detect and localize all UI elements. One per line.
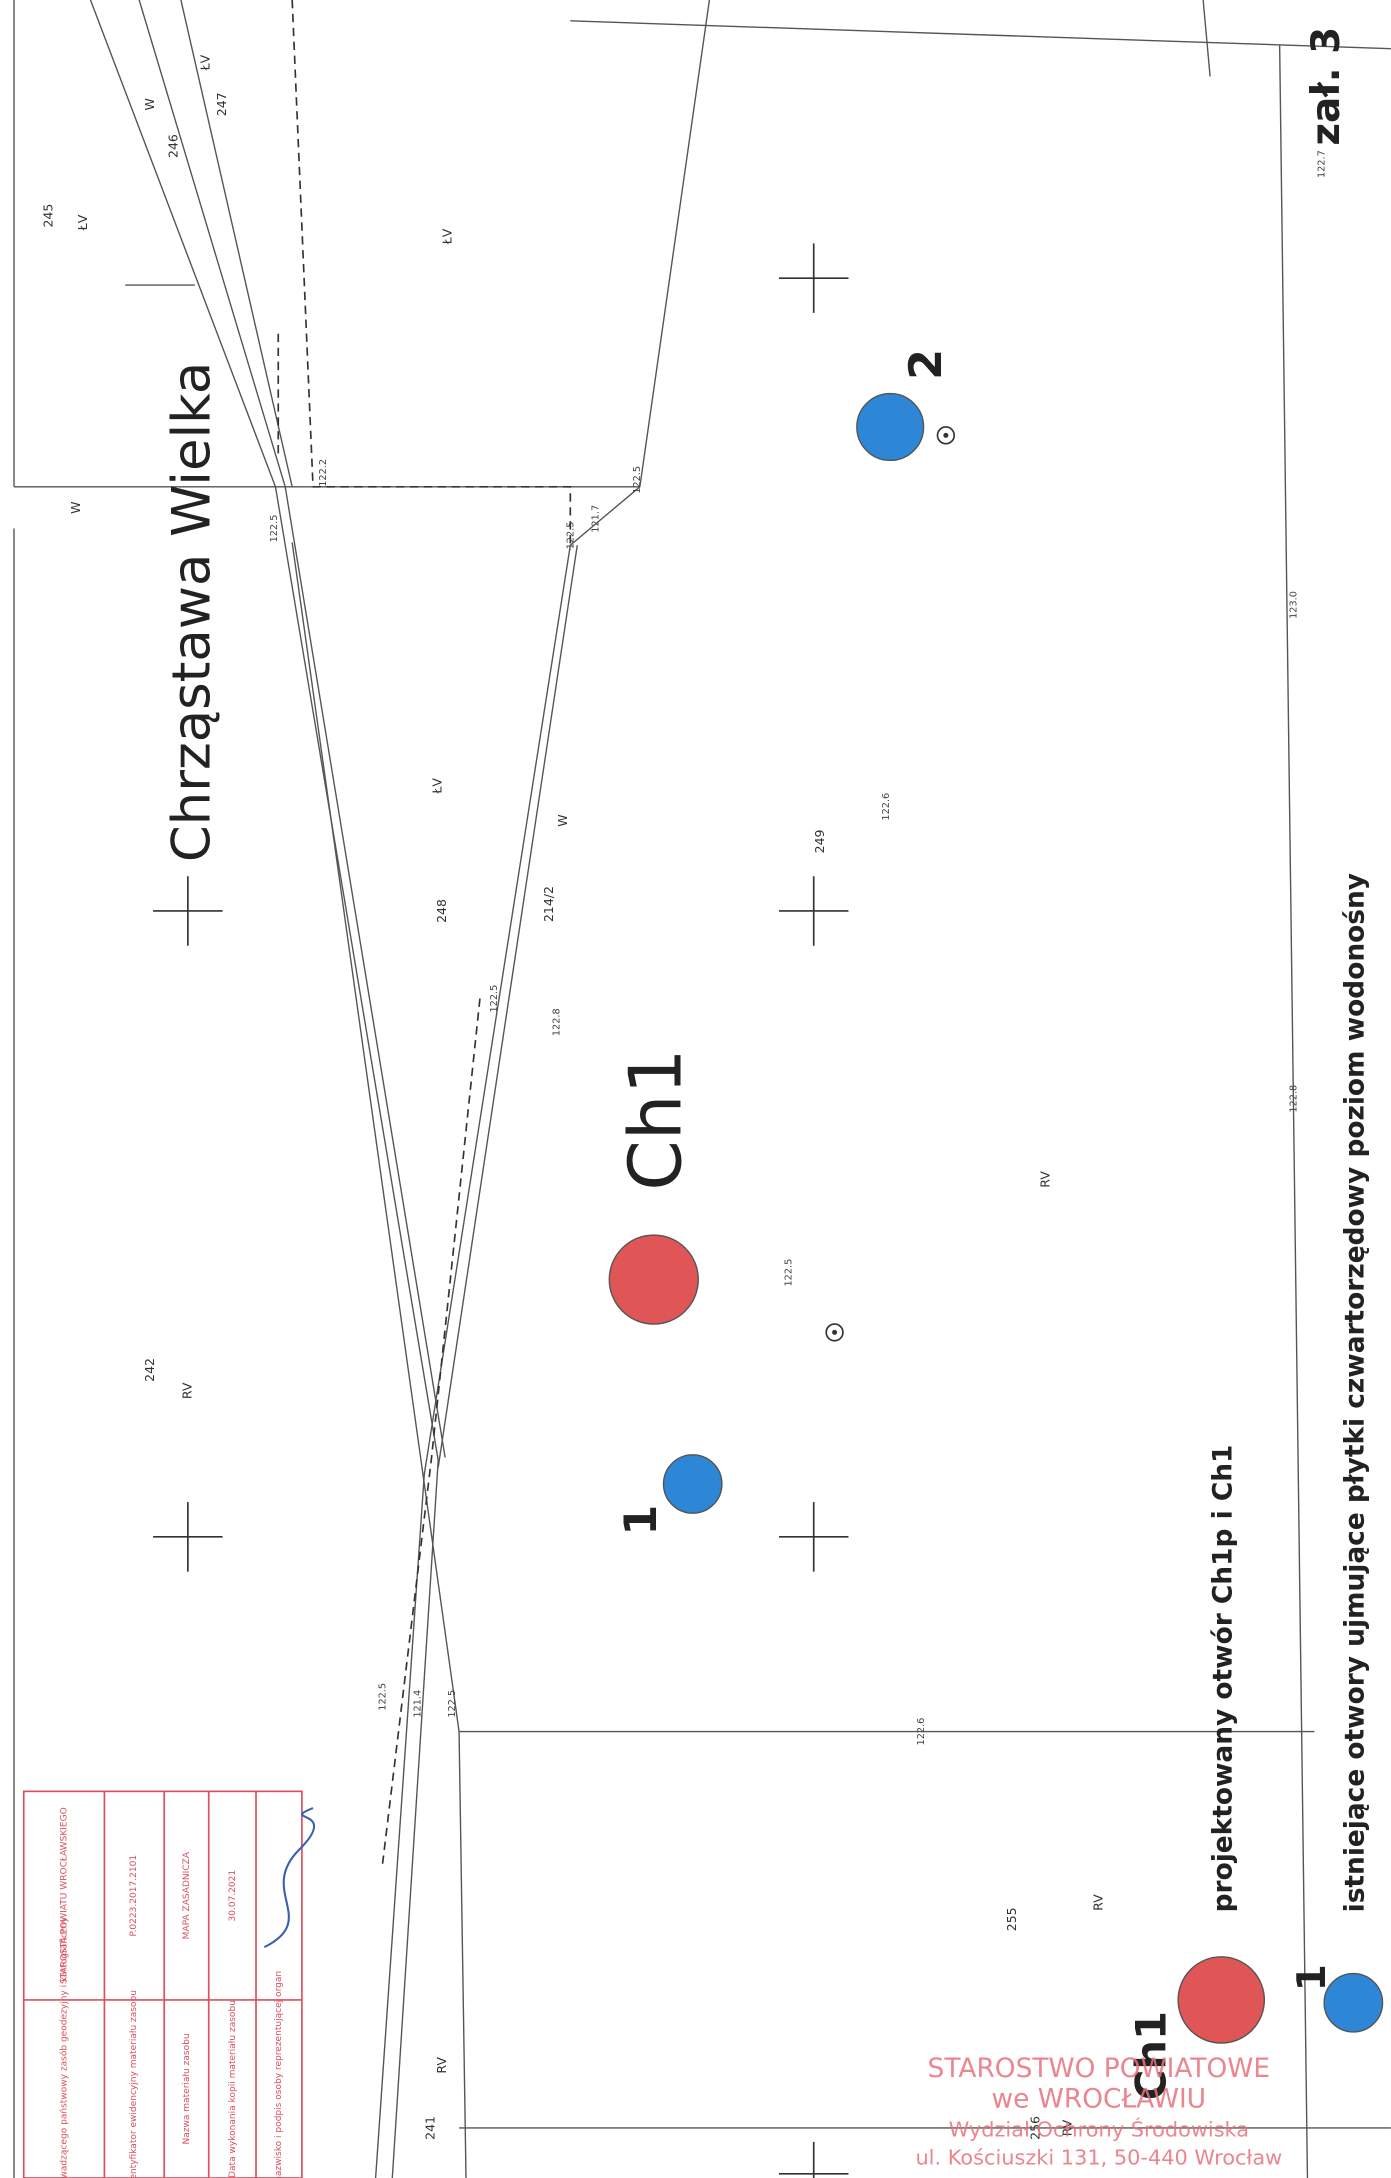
grid-cross [779,1502,849,1572]
grid-cross [779,243,849,313]
map: Ch1 1 2 Chrząstawa Wielka zał. 3 Ch1 1 p… [0,0,1391,2178]
road-edge [376,487,640,2178]
elevation: 122.2 [318,459,329,487]
land-use: ŁV [197,54,212,71]
office-stamp-line: we WROCŁAWIU [992,2084,1207,2115]
elevation: 122.6 [916,1718,927,1746]
elevation: 121.7 [590,505,601,533]
grid-crosses [153,243,848,2178]
office-stamp-line: STAROSTWO POWIATOWE [928,2053,1271,2084]
parcel-number: 248 [434,899,449,923]
stamp-label: Data wykonania kopii materiału zasobu [228,2000,238,2178]
land-use: ŁV [439,228,454,245]
annex-title: zał. 3 [1304,27,1349,146]
land-use: ŁV [75,214,90,231]
legend-label: 1 [1290,1964,1335,1991]
boundary-line [640,0,710,487]
existing-borehole [857,394,924,461]
land-use: W [142,98,157,110]
elevation: 122.5 [447,1690,458,1718]
parcel-number: 255 [1004,1907,1019,1931]
boundary-line [570,21,1391,49]
road-edge [438,545,577,1467]
grid-cross [779,876,849,946]
land-use: W [555,814,570,826]
office-stamp: STAROSTWO POWIATOWE we WROCŁAWIU Wydział… [915,2053,1282,2170]
boundary-line [91,0,439,2178]
land-use: RV [1090,1894,1105,1911]
elevation: 121.4 [412,1690,423,1718]
office-stamp-line: Wydział Ochrony Środowiska [949,2117,1249,2142]
borehole-label: 2 [901,349,952,380]
legend-symbol [1178,1957,1264,2043]
elevation: 122.8 [1289,1085,1300,1113]
elevation: 122.5 [378,1683,389,1711]
stamp-label: Nazwa materiału zasobu [182,2033,192,2144]
borehole-label: Ch1 [615,1048,699,1190]
stamp-value: P.0223.2017.2101 [129,1855,139,1937]
borehole-label: 1 [616,1505,667,1536]
projected-borehole [609,1235,698,1324]
grid-cross [153,1502,223,1572]
parcel-number: 241 [423,2116,438,2140]
elevation: 122.5 [565,522,576,550]
body: Ch1 1 2 Chrząstawa Wielka zał. 3 Ch1 1 p… [0,0,1391,2178]
well-symbol [943,433,948,438]
parcel-number: 214/2 [541,886,556,922]
locality-name: Chrząstawa Wielka [161,362,222,862]
parcel-number: 242 [142,1358,157,1382]
map-lines [14,0,1391,2178]
well-symbol [832,1330,837,1335]
grid-cross [779,2142,849,2178]
elevation: 123.0 [1289,591,1300,619]
office-stamp-line: ul. Kościuszki 131, 50-440 Wrocław [915,2146,1282,2170]
grid-cross [153,876,223,946]
parcel-number: 249 [812,829,827,853]
land-use: W [68,501,83,513]
legend-text: projektowany otwór Ch1p i Ch1 [1208,1445,1239,1913]
signature [264,1808,314,1947]
boundary-line [1203,0,1210,76]
parcel-number: 246 [165,134,180,158]
certification-stamp: Nazwa organu prowadzącego państwowy zasó… [24,1791,314,2178]
page: Mapa zasadnicza – zał. 3 html, body { ma… [0,0,1391,2178]
parcel-number: 245 [40,204,55,228]
legend-text: istniejące otwory ujmujące płytki czwart… [1340,873,1371,1912]
stamp-value: MAPA ZASADNICZA [182,1851,192,1939]
land-use: RV [179,1382,194,1399]
stamp-label: Identyfikator ewidencyjny materiału zaso… [129,1990,139,2178]
elevation: 122.8 [551,1008,562,1036]
stamp-value: 30.07.2021 [228,1870,238,1922]
land-use: RV [1037,1171,1052,1188]
elevation: 122.5 [489,985,500,1013]
elevation: 122.7 [1316,150,1327,178]
elevation: 122.5 [784,1259,795,1287]
existing-borehole [664,1455,722,1513]
stamp-label: Imię, nazwisko i podpis osoby reprezentu… [274,1971,284,2178]
elevation: 122.5 [632,466,643,494]
land-use: RV [434,2057,449,2074]
elevation: 122.5 [269,515,280,543]
elevation: 122.6 [881,793,892,821]
land-use: ŁV [430,778,445,795]
parcel-number: 247 [214,92,229,116]
stamp-value: STAROSTA POWIATU WROCŁAWSKIEGO [60,1807,70,1984]
dashed-line [292,0,570,549]
